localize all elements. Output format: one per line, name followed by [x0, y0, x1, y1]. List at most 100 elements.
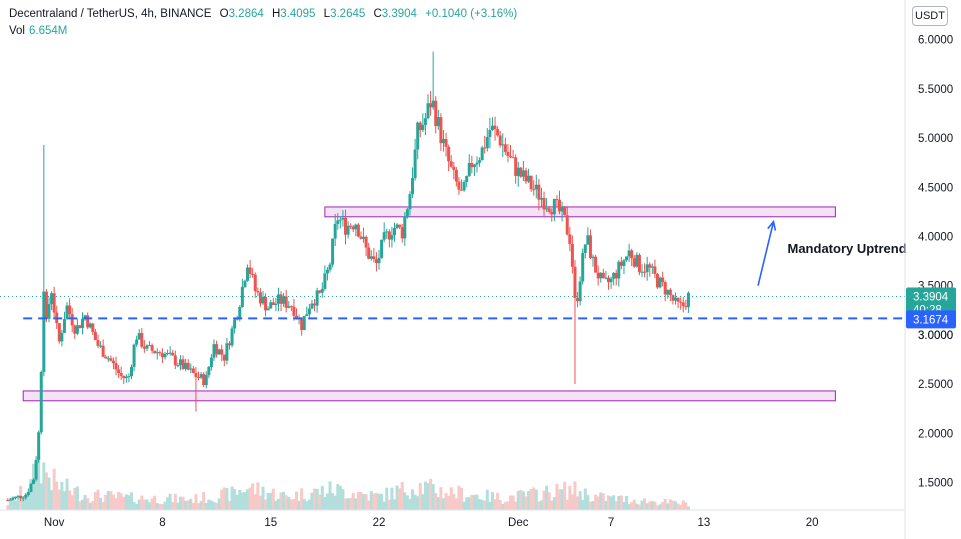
candle-body	[320, 288, 324, 293]
zone-rectangle[interactable]	[324, 206, 836, 218]
volume-bar	[447, 495, 451, 510]
volume-bar	[537, 501, 541, 510]
candle-body	[444, 139, 448, 147]
volume-bar	[297, 500, 301, 510]
candle-body	[318, 290, 322, 293]
volume-bar	[75, 486, 79, 510]
candle-body	[99, 345, 103, 347]
volume-bar	[555, 483, 559, 510]
volume-bar	[145, 499, 149, 510]
volume-bar	[52, 468, 56, 510]
volume-bar	[478, 499, 482, 510]
candle-body	[511, 157, 515, 159]
candle-body	[488, 130, 492, 137]
volume-bar	[261, 486, 265, 510]
candle-body	[617, 261, 621, 279]
volume-bar	[155, 503, 159, 510]
candle-body	[537, 184, 541, 200]
candle-body	[676, 297, 680, 302]
volume-bar	[671, 500, 675, 510]
candle-body	[573, 266, 577, 299]
volume-bar	[269, 492, 273, 510]
candle-body	[576, 298, 580, 302]
price-axis[interactable]: 1.50002.00002.50003.00003.50004.00004.50…	[904, 0, 953, 539]
candle-body	[171, 352, 175, 356]
volume-bar	[496, 492, 500, 510]
volume-bar	[163, 501, 167, 510]
volume-bar	[625, 496, 629, 510]
candle-body	[354, 224, 358, 230]
volume-bar	[408, 498, 412, 510]
volume-bar	[220, 489, 224, 510]
volume-bar	[550, 500, 554, 510]
zone-rectangles[interactable]	[22, 206, 836, 402]
volume-bar	[207, 499, 211, 510]
candle-body	[81, 318, 85, 328]
volume-bar	[153, 495, 157, 510]
candle-body	[686, 292, 690, 308]
volume-bar	[225, 488, 229, 510]
uptrend-arrow[interactable]	[757, 219, 777, 286]
candle-body	[284, 296, 288, 308]
candle-body	[637, 254, 641, 273]
candle-body	[158, 352, 162, 354]
volume-bar	[586, 495, 590, 510]
candle-body	[493, 125, 497, 130]
candle-body	[325, 269, 329, 274]
volume-bar	[416, 496, 420, 510]
candle-body	[338, 219, 342, 221]
candle-body	[681, 302, 685, 307]
candle-body	[472, 164, 476, 168]
candle-body	[166, 352, 170, 354]
volume-bar	[68, 490, 72, 510]
volume-bar	[16, 495, 20, 510]
candle-body	[191, 368, 195, 373]
candle-body	[240, 286, 244, 307]
candle-body	[307, 308, 311, 315]
last-price-tag	[906, 287, 956, 318]
price-tick-label: 5.5000	[918, 84, 953, 96]
time-axis[interactable]: Nov 8 15 22 Dec 7 13 20	[0, 509, 905, 529]
zone-rectangle[interactable]	[22, 390, 836, 402]
candle-body	[560, 206, 564, 212]
candle-body	[452, 166, 456, 170]
candle-body	[547, 208, 551, 212]
candle-body	[514, 157, 518, 176]
volume-bar	[454, 498, 458, 510]
volume-bar	[114, 498, 118, 510]
currency-button[interactable]: USDT	[912, 6, 948, 26]
volume-bar	[320, 485, 324, 510]
volume-bar	[392, 499, 396, 510]
volume-bar	[341, 489, 345, 510]
candle-body	[612, 272, 616, 279]
volume-bar	[60, 481, 64, 510]
candle-body	[209, 357, 213, 367]
volume-bar	[101, 502, 105, 510]
volume-bar	[282, 491, 286, 510]
symbol-title[interactable]: Decentraland / TetherUS, 4h, BINANCE	[9, 8, 212, 20]
volume-bar	[374, 493, 378, 510]
candle-body	[145, 345, 149, 349]
candle-body	[601, 272, 605, 279]
candle-body	[50, 293, 54, 305]
volume-bar	[658, 504, 662, 510]
volume-bar	[460, 487, 464, 510]
volume-bar	[39, 483, 43, 510]
annotation-text[interactable]: Mandatory Uptrend	[788, 241, 907, 256]
candle-body	[83, 315, 87, 319]
volume-bar	[171, 502, 175, 510]
volume-bar	[588, 501, 592, 510]
volume-bar	[622, 502, 626, 510]
candle-body	[436, 117, 440, 127]
candle-body	[148, 345, 152, 347]
candle-body	[668, 289, 672, 296]
high-value: 3.4095	[280, 8, 316, 20]
candle-body	[243, 280, 247, 287]
volume-bar	[413, 494, 417, 510]
candle-body	[351, 226, 355, 230]
candle-body	[501, 144, 505, 146]
volume-bar	[305, 501, 309, 510]
volume-bar	[83, 495, 87, 510]
volume-bar	[369, 491, 373, 510]
